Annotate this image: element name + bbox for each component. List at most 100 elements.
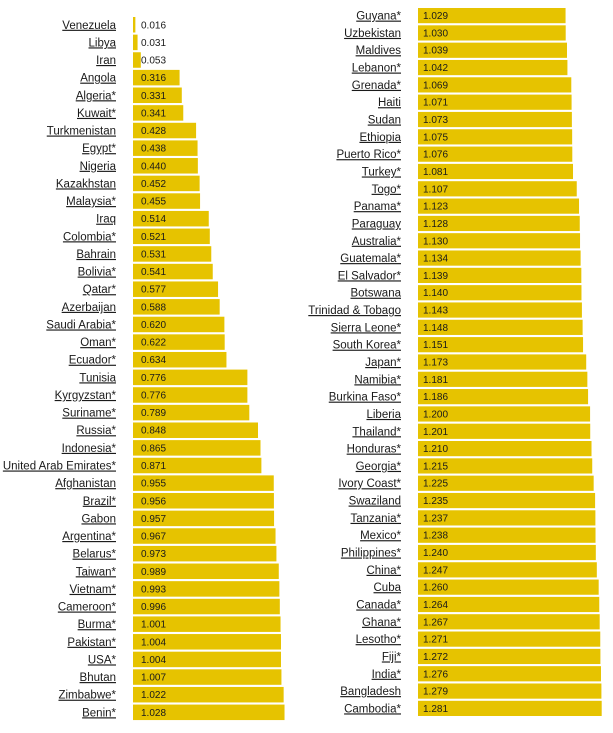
category-label[interactable]: Pakistan*: [67, 637, 116, 649]
category-label[interactable]: Lesotho*: [356, 634, 402, 646]
category-label[interactable]: Iraq: [96, 214, 116, 226]
category-label[interactable]: Cuba: [374, 582, 402, 594]
category-label[interactable]: Mexico*: [360, 530, 401, 542]
category-label[interactable]: Australia*: [352, 236, 402, 248]
category-label[interactable]: Nigeria: [80, 161, 117, 173]
category-label[interactable]: Algeria*: [76, 90, 117, 102]
category-label[interactable]: Egypt*: [82, 143, 116, 155]
category-label[interactable]: Japan*: [365, 357, 401, 369]
category-label[interactable]: Liberia: [366, 409, 401, 421]
category-label[interactable]: Trinidad & Tobago: [308, 305, 401, 317]
category-label[interactable]: Kazakhstan: [56, 178, 116, 190]
category-label[interactable]: Belarus*: [73, 549, 117, 561]
category-label[interactable]: United Arab Emirates*: [3, 461, 117, 473]
category-label[interactable]: Turkey*: [362, 166, 402, 178]
bar: [418, 25, 566, 41]
category-label[interactable]: Ghana*: [362, 617, 402, 629]
category-label[interactable]: Azerbaijan: [62, 302, 116, 314]
category-label[interactable]: Cambodia*: [344, 703, 401, 715]
category-label[interactable]: Brazil*: [83, 496, 117, 508]
category-label[interactable]: Kyrgyzstan*: [55, 390, 117, 402]
category-label[interactable]: Paraguay: [352, 218, 401, 230]
category-label[interactable]: Uzbekistan: [344, 28, 401, 40]
category-label[interactable]: Qatar*: [83, 284, 117, 296]
category-label[interactable]: Sierra Leone*: [331, 322, 402, 334]
value-label: 0.996: [141, 602, 166, 613]
value-label: 0.521: [141, 232, 166, 243]
category-label[interactable]: Saudi Arabia*: [46, 319, 116, 331]
category-label[interactable]: Puerto Rico*: [336, 149, 401, 161]
category-label[interactable]: Namibia*: [354, 374, 401, 386]
category-label[interactable]: Bhutan: [80, 672, 116, 684]
category-label[interactable]: Bangladesh: [340, 686, 401, 698]
value-label: 1.271: [423, 635, 448, 646]
category-label[interactable]: Gabon: [81, 513, 116, 525]
category-label[interactable]: Cameroon*: [58, 602, 117, 614]
category-label[interactable]: Malaysia*: [66, 196, 116, 208]
bar: [418, 614, 600, 630]
value-label: 1.201: [423, 427, 448, 438]
value-label: 1.004: [141, 655, 166, 666]
bar: [418, 389, 589, 405]
bar: [418, 319, 583, 335]
category-label[interactable]: Haiti: [378, 97, 401, 109]
category-label[interactable]: Libya: [89, 37, 117, 49]
category-label[interactable]: El Salvador*: [338, 270, 402, 282]
category-label[interactable]: Zimbabwe*: [58, 690, 116, 702]
category-label[interactable]: Suriname*: [62, 408, 116, 420]
category-label[interactable]: Canada*: [356, 599, 401, 611]
category-label[interactable]: Colombia*: [63, 231, 117, 243]
category-label[interactable]: Togo*: [372, 184, 402, 196]
category-label[interactable]: Kuwait*: [77, 108, 117, 120]
category-label[interactable]: Iran: [96, 55, 116, 67]
category-label[interactable]: Argentina*: [62, 531, 116, 543]
bar: [418, 371, 588, 387]
category-label[interactable]: Angola: [80, 73, 116, 85]
category-label[interactable]: Afghanistan: [55, 478, 116, 490]
value-label: 1.260: [423, 583, 448, 594]
value-label: 1.272: [423, 652, 448, 663]
category-label[interactable]: Guatemala*: [340, 253, 401, 265]
category-label[interactable]: Tunisia: [79, 372, 116, 384]
category-label[interactable]: Maldives: [356, 45, 402, 57]
category-label[interactable]: Russia*: [76, 425, 116, 437]
category-label[interactable]: Botswana: [350, 288, 401, 300]
bar: [418, 250, 581, 266]
category-label[interactable]: Georgia*: [356, 461, 402, 473]
category-label[interactable]: Panama*: [354, 201, 402, 213]
category-label[interactable]: Honduras*: [347, 444, 402, 456]
category-label[interactable]: Taiwan*: [76, 566, 117, 578]
category-label[interactable]: Ivory Coast*: [338, 478, 401, 490]
category-label[interactable]: Guyana*: [356, 11, 401, 23]
category-label[interactable]: USA*: [88, 654, 117, 666]
bar: [418, 337, 584, 353]
category-label[interactable]: Benin*: [82, 707, 116, 719]
category-label[interactable]: Burkina Faso*: [329, 392, 402, 404]
value-label: 1.151: [423, 340, 448, 351]
category-label[interactable]: Sudan: [368, 115, 401, 127]
category-label[interactable]: Ecuador*: [69, 355, 117, 367]
value-label: 1.022: [141, 690, 166, 701]
category-label[interactable]: Venezuela: [62, 20, 116, 32]
category-label[interactable]: Philippines*: [341, 548, 402, 560]
category-label[interactable]: South Korea*: [333, 340, 402, 352]
category-label[interactable]: Oman*: [80, 337, 116, 349]
category-label[interactable]: Tanzania*: [350, 513, 401, 525]
category-label[interactable]: Bolivia*: [78, 267, 117, 279]
category-label[interactable]: Turkmenistan: [47, 126, 116, 138]
category-label[interactable]: Burma*: [78, 619, 117, 631]
category-label[interactable]: Thailand*: [352, 426, 401, 438]
category-label[interactable]: India*: [372, 669, 402, 681]
category-label[interactable]: Grenada*: [352, 80, 402, 92]
bar: [418, 146, 573, 162]
bar: [418, 648, 601, 665]
category-label[interactable]: Swaziland: [349, 496, 401, 508]
category-label[interactable]: Lebanon*: [352, 63, 402, 75]
category-label[interactable]: Indonesia*: [62, 443, 117, 455]
bar: [418, 666, 601, 682]
category-label[interactable]: China*: [366, 565, 401, 577]
category-label[interactable]: Fiji*: [382, 651, 402, 663]
category-label[interactable]: Vietnam*: [70, 584, 117, 596]
category-label[interactable]: Ethiopia: [359, 132, 401, 144]
category-label[interactable]: Bahrain: [76, 249, 116, 261]
